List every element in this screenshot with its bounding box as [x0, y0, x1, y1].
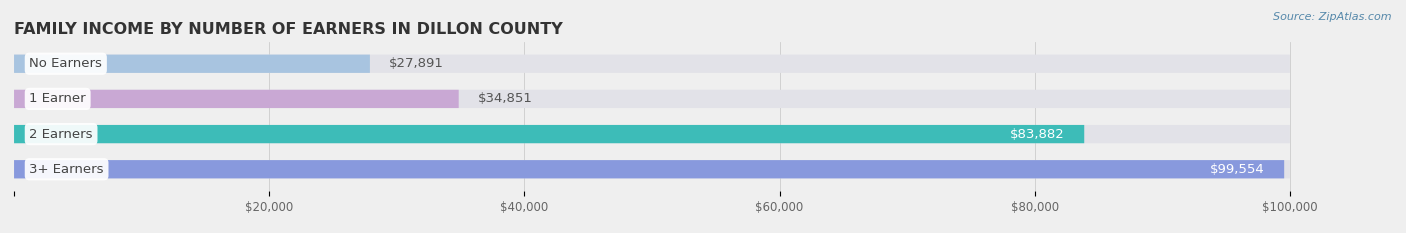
Text: No Earners: No Earners: [30, 57, 103, 70]
FancyBboxPatch shape: [14, 90, 1289, 108]
Text: $34,851: $34,851: [478, 93, 533, 105]
FancyBboxPatch shape: [14, 125, 1084, 143]
Text: 2 Earners: 2 Earners: [30, 128, 93, 140]
FancyBboxPatch shape: [14, 160, 1289, 178]
FancyBboxPatch shape: [14, 160, 1284, 178]
FancyBboxPatch shape: [14, 55, 370, 73]
Text: $99,554: $99,554: [1211, 163, 1265, 176]
Text: $27,891: $27,891: [389, 57, 444, 70]
Text: 3+ Earners: 3+ Earners: [30, 163, 104, 176]
FancyBboxPatch shape: [14, 55, 1289, 73]
Text: Source: ZipAtlas.com: Source: ZipAtlas.com: [1274, 12, 1392, 22]
Text: FAMILY INCOME BY NUMBER OF EARNERS IN DILLON COUNTY: FAMILY INCOME BY NUMBER OF EARNERS IN DI…: [14, 22, 562, 37]
Text: 1 Earner: 1 Earner: [30, 93, 86, 105]
FancyBboxPatch shape: [14, 90, 458, 108]
Text: $83,882: $83,882: [1011, 128, 1066, 140]
FancyBboxPatch shape: [14, 125, 1289, 143]
